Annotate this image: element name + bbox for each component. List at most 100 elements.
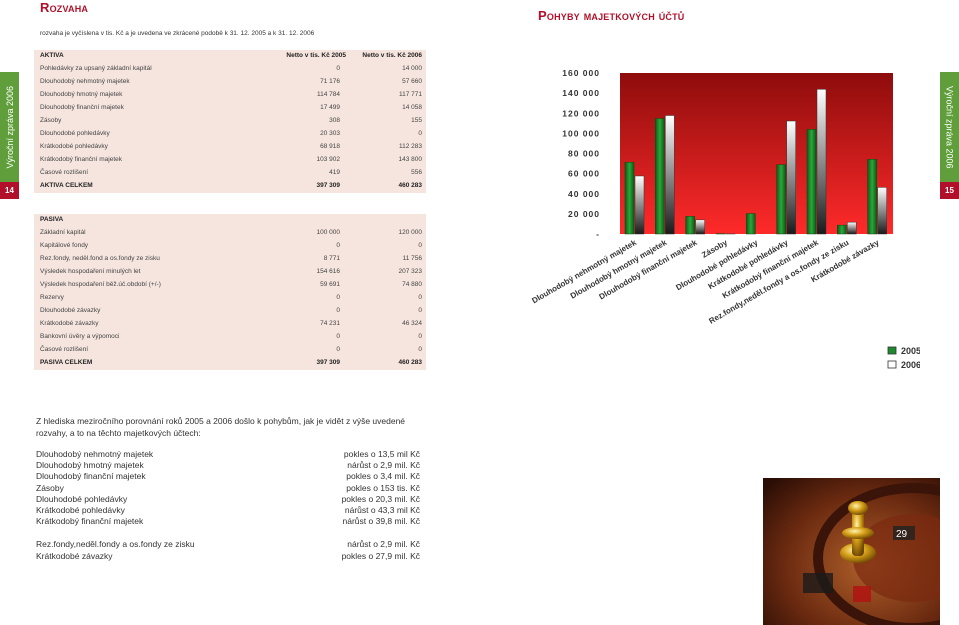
movement-label: Krátkodobé pohledávky — [36, 505, 125, 515]
bar-chart: 160 000 140 000 120 000 100 000 80 000 60 000… — [530, 68, 920, 370]
aktiva-row-2006: 112 283 — [398, 143, 422, 150]
pasiva-row: Kapitálové fondy 0 0 — [34, 240, 426, 254]
bar-2005 — [776, 164, 786, 235]
y-tick-label: 140 000 — [562, 88, 600, 98]
sidebar-left-text: Výroční zpráva 2006 — [4, 85, 15, 169]
pasiva-row-2005: 0 — [336, 346, 340, 353]
movement-value: nárůst o 39,8 mil. Kč — [342, 516, 420, 527]
sidebar-right: Výroční zpráva 2006 — [940, 72, 959, 182]
aktiva-row-label: Dlouhodobé pohledávky — [40, 130, 110, 137]
pasiva-row-label: Bankovní úvěry a výpomoci — [40, 333, 120, 340]
pasiva-row-2006: 120 000 — [398, 229, 423, 236]
movement-label: Dlouhodobé pohledávky — [36, 493, 128, 504]
bar-2005 — [837, 224, 847, 235]
y-tick-label: 120 000 — [562, 108, 600, 118]
pasiva-row-2005: 0 — [336, 307, 340, 314]
movement-label: Krátkodobý finanční majetek — [36, 516, 144, 527]
aktiva-header-col2: Netto v tis. Kč 2006 — [362, 52, 422, 59]
movement-value: nárůst o 2,9 mil. Kč — [347, 539, 420, 550]
pasiva-header-label: PASIVA — [40, 216, 64, 223]
aktiva-row-label: Dlouhodobý finanční majetek — [40, 104, 124, 111]
legend-swatch-2005 — [887, 346, 897, 355]
pasiva-total-2005: 397 309 — [316, 359, 341, 366]
aktiva-row-label: Dlouhodobý nehmotný majetek — [40, 78, 130, 85]
pasiva-row: Časové rozlišení 0 0 — [34, 344, 426, 358]
pasiva-row-2006: 11 756 — [402, 255, 422, 262]
aktiva-row-2005: 419 — [329, 169, 340, 176]
aktiva-row-2005: 20 303 — [320, 130, 340, 137]
movement-value: pokles o 153 tis. Kč — [346, 482, 420, 493]
aktiva-row-label: Časové rozlišení — [40, 169, 89, 176]
movement-value: pokles o 20,3 mil. Kč — [341, 493, 420, 504]
bar-2005 — [806, 129, 817, 235]
pasiva-row-2005: 0 — [336, 242, 340, 249]
pasiva-row-2006: 0 — [418, 333, 422, 340]
aktiva-row-2006: 155 — [411, 117, 422, 124]
movement-value: nárůst o 43,3 mil Kč — [344, 505, 420, 515]
movement-value: pokles o 3,4 mil. Kč — [346, 471, 420, 482]
movement-value: nárůst o 2,9 mil. Kč — [347, 460, 420, 471]
pasiva-row-2005: 154 616 — [316, 268, 341, 275]
aktiva-row-2006: 0 — [418, 130, 422, 137]
page-number-right: 15 — [940, 182, 959, 199]
aktiva-row: Zásoby 308 155 — [34, 115, 426, 129]
aktiva-row-2005: 308 — [329, 117, 340, 124]
pasiva-row: Základní kapitál 100 000 120 000 — [34, 227, 426, 241]
aktiva-row: Dlouhodobé pohledávky 20 303 0 — [34, 128, 426, 142]
aktiva-total-2005: 397 309 — [316, 182, 341, 189]
aktiva-header-label: AKTIVA — [40, 52, 64, 59]
pasiva-row-2005: 8 771 — [323, 255, 340, 262]
svg-text:29: 29 — [896, 529, 908, 540]
aktiva-row-2005: 0 — [336, 65, 340, 72]
bar-2005 — [655, 118, 665, 235]
pasiva-row: Dlouhodobé závazky 0 0 — [34, 305, 426, 319]
page-number-left: 14 — [0, 182, 19, 199]
pasiva-row-label: Rezervy — [40, 294, 64, 301]
bar-2005 — [624, 162, 635, 235]
y-tick-label: 60 000 — [568, 169, 600, 179]
movement-label: Zásoby — [36, 482, 64, 493]
page-title-left: Rozvaha — [40, 0, 89, 15]
pasiva-row-2006: 207 323 — [398, 268, 423, 275]
aktiva-row-label: Krátkodobé pohledávky — [40, 143, 108, 150]
pasiva-row-2005: 0 — [336, 294, 340, 301]
movement-label: Dlouhodobý hmotný majetek — [36, 460, 144, 471]
sidebar-left: Výroční zpráva 2006 — [0, 72, 19, 182]
bar-2006 — [847, 221, 857, 235]
aktiva-row: Časové rozlišení 419 556 — [34, 167, 426, 181]
movement-value: pokles o 13,5 mil Kč — [343, 449, 420, 459]
aktiva-row-2006: 14 058 — [402, 104, 422, 111]
aktiva-row-label: Krátkodobý finanční majetek — [40, 156, 123, 163]
pasiva-row-2005: 100 000 — [316, 229, 341, 236]
aktiva-row-label: Dlouhodobý hmotný majetek — [40, 91, 123, 98]
pasiva-row-2005: 59 691 — [320, 281, 340, 288]
pasiva-row-2006: 0 — [418, 346, 422, 353]
bar-2006 — [634, 175, 645, 235]
bar-2006 — [786, 120, 796, 235]
pasiva-row-label: Krátkodobé závazky — [40, 320, 99, 327]
bar-2005 — [685, 216, 695, 235]
movement-label: Rez.fondy,neděl.fondy a os.fondy ze zisk… — [36, 539, 195, 550]
aktiva-row: Dlouhodobý hmotný majetek 114 784 117 771 — [34, 89, 426, 103]
pasiva-row: Rez.fondy, neděl.fond a os.fondy ze zisk… — [34, 253, 426, 267]
aktiva-row: Krátkodobý finanční majetek 103 902 143 80… — [34, 154, 426, 168]
y-tick-label: - — [596, 229, 600, 239]
bar-2006 — [695, 219, 705, 235]
aktiva-row-2006: 57 660 — [402, 78, 422, 85]
page-subtitle: rozvaha je vyčíslena v tis. Kč a je uved… — [40, 30, 315, 37]
movement-label: Dlouhodobý finanční majetek — [36, 471, 146, 482]
aktiva-total-label: AKTIVA CELKEM — [40, 182, 93, 189]
legend-swatch-2006 — [887, 360, 897, 369]
bar-2006 — [877, 187, 887, 235]
pasiva-row-2006: 0 — [418, 307, 422, 314]
pasiva-row-2005: 0 — [336, 333, 340, 340]
sidebar-right-text: Výroční zpráva 2006 — [944, 85, 955, 169]
aktiva-row: Dlouhodobý finanční majetek 17 499 14 058 — [34, 102, 426, 116]
roulette-photo: 29 — [763, 478, 940, 625]
aktiva-total-row: AKTIVA CELKEM 397 309 460 283 — [34, 180, 426, 194]
y-tick-label: 40 000 — [568, 189, 600, 199]
bar-2005 — [746, 213, 756, 235]
legend-label-2005: 2005 — [901, 346, 920, 356]
pasiva-table: PASIVA Základní kapitál 100 000 120 000 Kap… — [34, 214, 426, 374]
movement-label: Krátkodobé závazky — [36, 550, 113, 561]
